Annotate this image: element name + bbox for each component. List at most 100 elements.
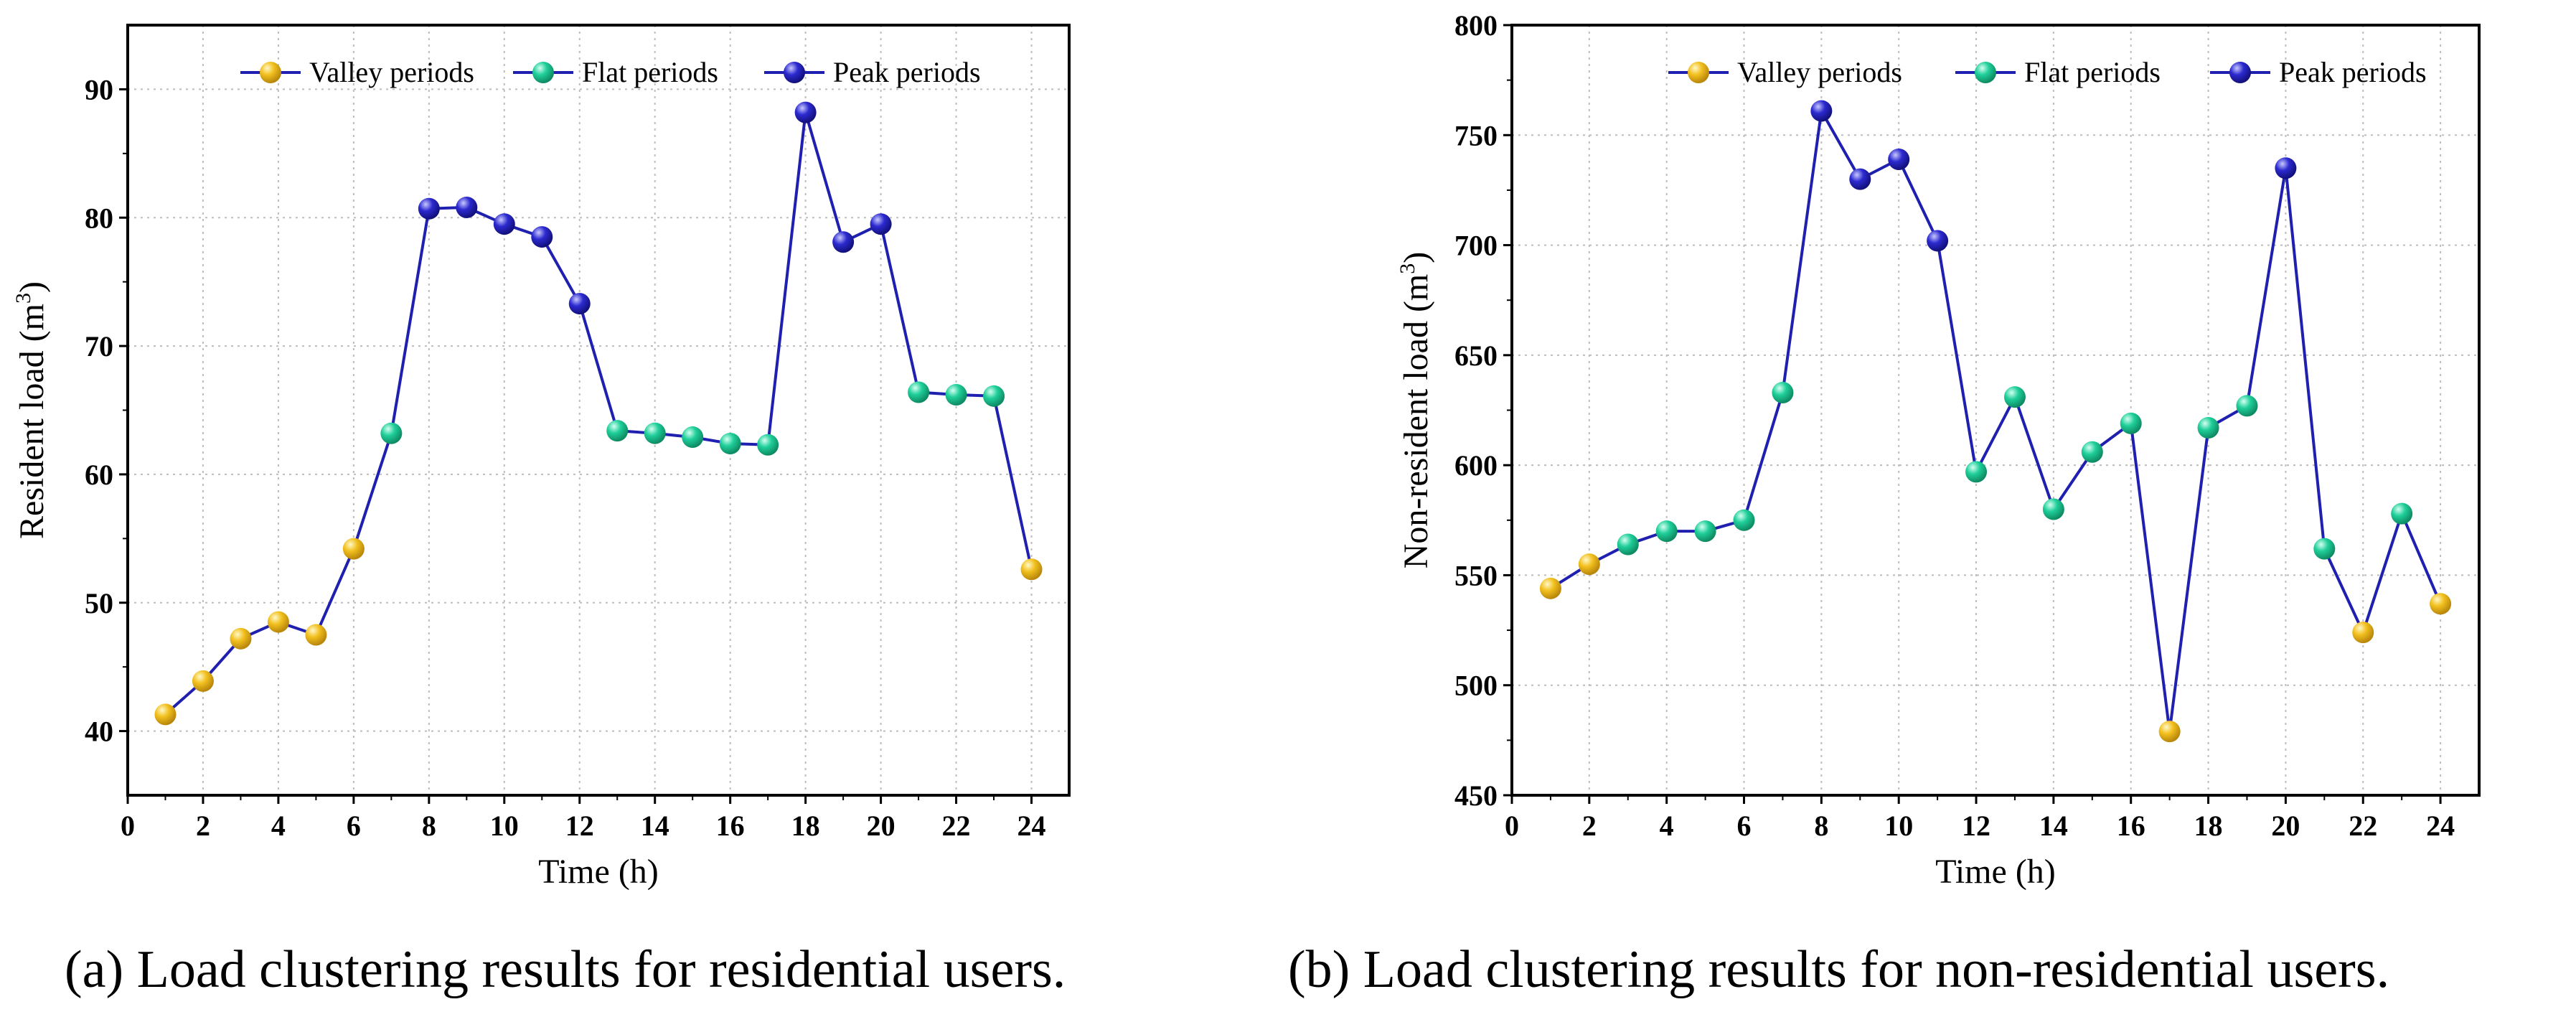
panel-a-y-axis-label-sup: 3 [11,293,35,304]
panel-b-legend-label: Flat periods [2024,56,2161,88]
panel-a-point-peak [456,196,478,218]
panel-b-legend-marker [1975,62,1996,83]
panel-a-x-tick-label: 8 [422,810,436,842]
panel-a-legend-label: Flat periods [582,56,718,88]
panel-b-point-flat [2003,386,2026,408]
panel-b-point-flat [2197,417,2219,439]
panel-a-series-line [164,111,1033,716]
panel-a-x-tick-label: 12 [565,810,594,842]
panel-a-point-valley [154,703,177,726]
panel-a-x-tick-label: 16 [716,810,745,842]
panel-b-x-tick-label: 4 [1660,810,1674,842]
panel-a-point-peak [568,293,591,315]
panel-b-y-tick-label: 450 [1454,779,1498,812]
panel-b-y-tick-label: 500 [1454,670,1498,702]
panel-b-point-peak [1810,100,1833,122]
panel-b-point-flat [1772,381,1794,403]
panel-b-point-flat [1694,520,1716,543]
panel-a-plot-frame [126,24,1071,797]
panel-b-point-valley [2430,593,2452,615]
panel-a-legend: Valley periods Flat periods Peak periods [240,56,981,88]
panel-a-caption: (a) Load clustering results for resident… [65,940,1066,999]
panel-a-point-peak [531,226,553,248]
panel-b-plot-frame [1510,24,2481,797]
panel-a-x-tick-label: 14 [641,810,669,842]
panel-a-grid [128,25,1069,795]
panel-a-point-peak [870,213,892,235]
panel-a-x-tick-label: 0 [121,810,135,842]
panel-a-point-flat [606,420,629,442]
panel-b-y-axis-label-main: Non-resident load (m [1397,274,1435,569]
panel-b-legend-label: Peak periods [2279,56,2427,88]
panel-b-legend-marker [2229,62,2251,83]
panel-b-series [1539,100,2452,743]
panel-b-y-tick-label: 550 [1454,559,1498,591]
panel-a-legend-label: Peak periods [833,56,981,88]
panel-b-x-tick-label: 16 [2117,810,2145,842]
panel-a-point-valley [267,611,289,633]
panel-b-x-tick-label: 14 [2039,810,2068,842]
panel-b-x-tick-label: 20 [2271,810,2300,842]
panel-b-point-valley [1578,553,1600,576]
panel-a-x-axis-label: Time (h) [538,853,659,891]
panel-a-series [154,101,1043,726]
panel-b-y-tick-label: 700 [1454,230,1498,262]
panel-a-point-valley [1020,558,1043,581]
panel-b-point-flat [1733,509,1755,531]
panel-b-ticks: 0 2 4 6 8 10 12 14 16 18 20 22 244505005506006507007… [1454,9,2455,842]
panel-a-y-tick-label: 50 [85,587,113,619]
panel-b-point-peak [1927,230,1949,252]
panel-b-y-tick-label: 650 [1454,339,1498,372]
panel-a-point-valley [192,670,214,692]
panel-a-x-tick-label: 4 [271,810,286,842]
panel-b-point-valley [2158,721,2181,743]
panel-a-point-valley [230,627,252,650]
panel-b-y-tick-label: 600 [1454,449,1498,482]
panel-a-y-tick-label: 40 [85,716,113,748]
panel-b-point-peak [1849,168,1871,190]
panel-a-point-flat [757,434,779,456]
panel-a-point-valley [342,538,365,560]
panel-b-y-axis-label-end: ) [1397,252,1435,263]
panel-b-x-tick-label: 2 [1582,810,1597,842]
panel-b-x-axis-label: Time (h) [1935,853,2056,891]
panel-a-legend-marker [784,62,805,83]
panel-a-x-tick-label: 10 [490,810,519,842]
panel-b-series-line [1549,109,2442,734]
panel-a-x-tick-label: 18 [791,810,820,842]
panel-b-x-tick-label: 22 [2349,810,2377,842]
panel-a-x-tick-label: 22 [942,810,971,842]
panel-b-x-tick-label: 8 [1814,810,1828,842]
panel-b-x-tick-label: 12 [1962,810,1990,842]
panel-a-x-tick-label: 20 [867,810,896,842]
panel-b-y-tick-label: 800 [1454,9,1498,42]
panel-a-y-axis-label: Resident load (m3) [11,281,51,539]
panel-b-legend-label: Valley periods [1737,56,1902,88]
panel-b-x-tick-label: 24 [2426,810,2455,842]
panel-a-point-flat [945,384,967,406]
panel-a-point-flat [908,381,930,403]
panel-b-point-flat [2236,395,2258,417]
panel-b-point-valley [2352,622,2374,644]
panel-b-point-flat [2081,441,2103,463]
panel-a-point-flat [644,422,666,444]
panel-a-legend-marker [260,62,281,83]
panel-b-caption: (b) Load clustering results for non-resi… [1288,940,2389,999]
panel-b-point-flat [1965,461,1988,483]
panel-a-point-peak [832,231,855,253]
panel-b-point-flat [2391,502,2413,525]
panel-a-point-peak [418,197,440,220]
panel-a-point-flat [719,432,741,454]
panel-a-y-tick-label: 60 [85,459,113,491]
panel-a-point-flat [682,426,704,449]
panel-a-point-peak [794,101,817,123]
panel-a-y-axis-label-end: ) [13,281,51,293]
panel-b-point-valley [1539,577,1561,599]
panel-a-point-peak [493,213,515,235]
panel-b-x-tick-label: 10 [1884,810,1913,842]
panel-a-point-flat [983,385,1005,407]
panel-a-x-tick-label: 24 [1017,810,1046,842]
panel-a-legend-label: Valley periods [309,56,474,88]
